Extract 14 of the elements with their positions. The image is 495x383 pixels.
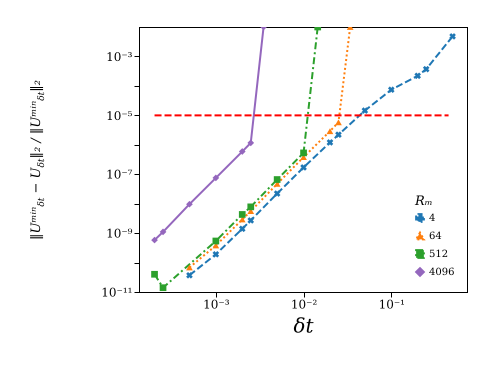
legend-title: Rₘ [414,194,433,209]
x-tick-label: 10⁻² [290,298,318,312]
y-tick-label: 10⁻³ [106,50,133,64]
x-axis-title: δt [293,314,314,338]
legend-label: 64 [429,231,442,242]
x-tick-label: 10⁻¹ [378,298,405,312]
y-tick-label: 10⁻⁵ [106,108,133,123]
y-tick-label: 10⁻⁹ [106,226,133,241]
legend-label: 4096 [429,267,454,278]
legend-label: 4 [429,213,436,224]
legend-label: 512 [429,249,448,260]
y-tick-label: 10⁻⁷ [106,168,133,182]
x-tick-label: 10⁻³ [203,298,230,312]
y-tick-label: 10⁻¹¹ [101,286,132,300]
